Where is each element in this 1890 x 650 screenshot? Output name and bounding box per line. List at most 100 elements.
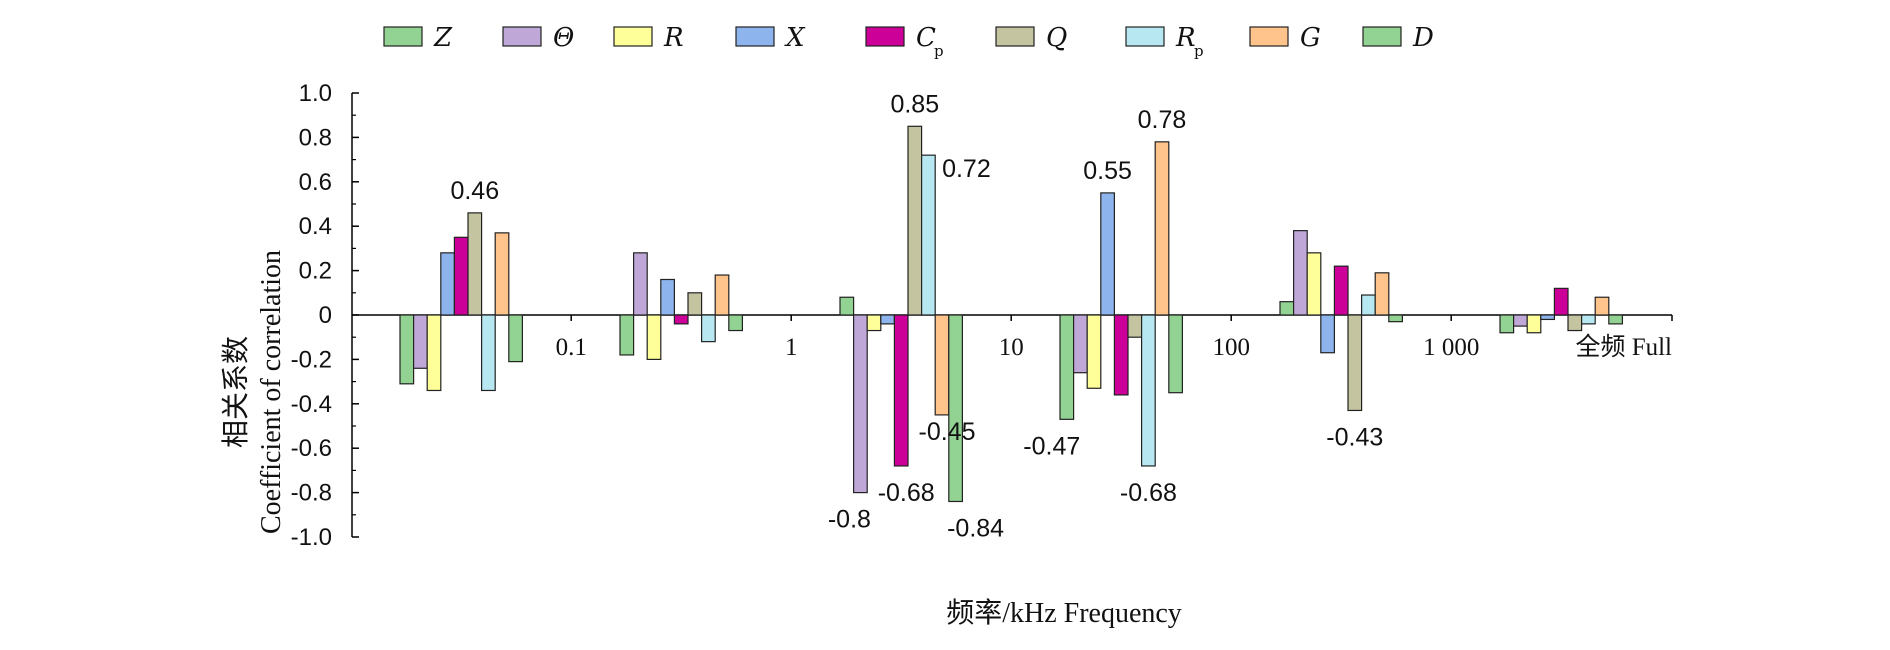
bar — [866, 314, 882, 332]
bar — [399, 314, 415, 385]
x-tick-label: 0.1 — [556, 334, 587, 361]
data-label: 0.72 — [942, 155, 991, 183]
y-tick-label: 0.6 — [299, 169, 332, 196]
x-tick-label: 全频 Full — [1575, 333, 1672, 361]
bar — [1594, 296, 1610, 316]
legend-subscript: p — [934, 42, 944, 60]
bars — [399, 125, 1624, 503]
data-label: -0.45 — [919, 418, 976, 446]
y-tick-label: 0.2 — [299, 258, 332, 285]
data-label: -0.68 — [1120, 479, 1177, 507]
bar — [440, 252, 455, 316]
legend-swatch — [735, 26, 775, 47]
data-label: -0.68 — [878, 479, 935, 507]
bar — [1100, 192, 1116, 316]
x-tick-label: 1 000 — [1423, 334, 1479, 361]
axes: 1.0 0.8 0.6 0.4 0.2 0 -0.2 -0.4 -0.6 -0.8 -1.0 0.1 1… — [291, 80, 1673, 551]
data-label: -0.84 — [947, 514, 1004, 542]
bar — [453, 236, 469, 316]
bar — [1540, 314, 1556, 321]
y-tick-label: 1.0 — [299, 80, 332, 107]
bar — [728, 314, 743, 332]
y-tick-label: -0.8 — [291, 480, 332, 507]
x-tick-label: 1 — [785, 334, 798, 361]
bar — [1086, 314, 1102, 389]
bar — [1580, 314, 1596, 325]
y-tick-label: -0.6 — [291, 435, 332, 462]
bar — [948, 314, 963, 503]
bar — [413, 314, 428, 369]
bar — [1059, 314, 1075, 420]
bar — [508, 314, 523, 363]
bar — [1292, 230, 1308, 316]
bar — [714, 274, 730, 316]
y-axis-title-en: Coefficient of correlation — [256, 250, 287, 534]
bar — [1279, 301, 1295, 316]
legend-label: Θ — [553, 23, 574, 53]
data-label: -0.8 — [828, 506, 871, 534]
data-label: 0.46 — [450, 177, 499, 205]
bar — [1499, 314, 1515, 334]
legend: Z Θ R X Cp Q Rp G D — [383, 23, 1434, 60]
bar — [1168, 314, 1184, 394]
bar — [687, 292, 703, 316]
y-tick-label: 0 — [319, 302, 332, 329]
data-label: 0.85 — [890, 90, 939, 118]
bar — [1306, 252, 1322, 316]
data-label: -0.43 — [1326, 423, 1383, 451]
bar — [920, 154, 936, 316]
bar — [1567, 314, 1583, 332]
y-tick-label: 0.8 — [299, 124, 332, 151]
bar — [646, 314, 662, 361]
data-labels: 0.46-0.8-0.680.850.72-0.45-0.84-0.470.55… — [450, 90, 1383, 542]
legend-swatch — [1125, 26, 1165, 47]
legend-swatch — [502, 26, 542, 47]
bar — [1526, 314, 1542, 334]
legend-label: R — [1175, 23, 1196, 53]
bar — [1140, 314, 1156, 467]
legend-swatch — [865, 26, 905, 47]
bar — [839, 296, 855, 316]
bar — [619, 314, 635, 356]
bar — [1608, 314, 1624, 325]
bar — [1333, 265, 1349, 316]
bar — [632, 252, 648, 316]
bar — [1113, 314, 1129, 396]
bar — [1154, 141, 1170, 316]
x-tick-label: 10 — [999, 334, 1024, 361]
bar — [1347, 314, 1363, 412]
legend-label: D — [1412, 23, 1434, 53]
bar — [1388, 314, 1404, 323]
y-axis-title: 相关系数 Coefficient of correlation — [220, 250, 287, 534]
data-label: 0.78 — [1138, 106, 1187, 134]
legend-swatch — [1362, 26, 1402, 47]
data-label: 0.55 — [1083, 157, 1132, 185]
bar — [660, 278, 675, 316]
bar — [880, 314, 895, 325]
bar — [494, 232, 510, 316]
legend-label: Z — [433, 23, 453, 53]
bar — [673, 314, 689, 325]
x-tick-label: 100 — [1212, 334, 1250, 361]
y-tick-label: 0.4 — [299, 213, 332, 240]
y-tick-label: -1.0 — [291, 524, 332, 551]
bar — [893, 314, 909, 467]
bar — [1512, 314, 1528, 327]
y-tick-label: -0.2 — [291, 346, 332, 373]
legend-label: X — [784, 23, 806, 53]
legend-label: R — [663, 23, 684, 53]
bar — [907, 125, 923, 316]
legend-swatch — [383, 26, 423, 47]
bar — [1360, 294, 1376, 316]
bar — [1374, 272, 1390, 316]
bar — [1127, 314, 1143, 338]
bar — [700, 314, 716, 343]
bar — [481, 314, 496, 392]
legend-subscript: p — [1194, 42, 1204, 60]
y-axis-title-cn: 相关系数 — [220, 336, 252, 448]
data-label: -0.47 — [1023, 432, 1080, 460]
bar — [934, 314, 950, 416]
bar — [426, 314, 442, 392]
x-axis-title: 频率/kHz Frequency — [946, 597, 1182, 629]
